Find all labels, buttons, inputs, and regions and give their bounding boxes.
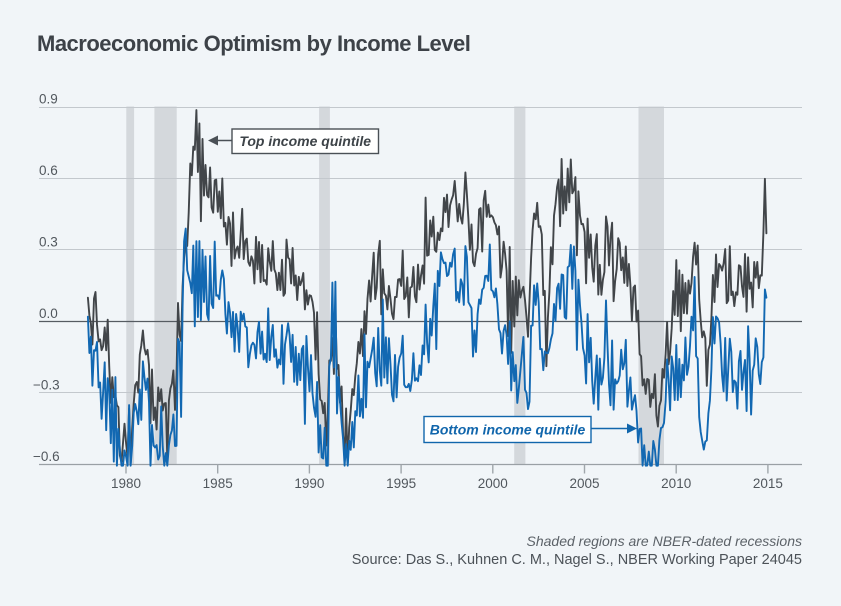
svg-text:1995: 1995 <box>386 476 416 491</box>
svg-text:2000: 2000 <box>478 476 508 491</box>
svg-text:Macroeconomic Optimism by Inco: Macroeconomic Optimism by Income Level <box>37 31 470 56</box>
svg-text:−0.3: −0.3 <box>33 378 60 393</box>
svg-text:1980: 1980 <box>111 476 141 491</box>
svg-text:Shaded regions are NBER-dated: Shaded regions are NBER-dated recessions <box>527 533 803 549</box>
svg-text:2005: 2005 <box>569 476 599 491</box>
svg-text:0.3: 0.3 <box>39 235 58 250</box>
svg-text:1990: 1990 <box>294 476 324 491</box>
svg-text:Bottom income quintile: Bottom income quintile <box>430 422 586 438</box>
svg-text:0.6: 0.6 <box>39 163 58 178</box>
svg-text:Source: Das S., Kuhnen C. M.,: Source: Das S., Kuhnen C. M., Nagel S., … <box>352 552 802 568</box>
svg-text:2010: 2010 <box>661 476 691 491</box>
svg-text:Top income quintile: Top income quintile <box>239 133 371 149</box>
svg-text:0.0: 0.0 <box>39 306 58 321</box>
svg-text:2015: 2015 <box>753 476 783 491</box>
svg-text:1985: 1985 <box>203 476 233 491</box>
svg-text:0.9: 0.9 <box>39 92 58 107</box>
svg-text:−0.6: −0.6 <box>33 449 60 464</box>
